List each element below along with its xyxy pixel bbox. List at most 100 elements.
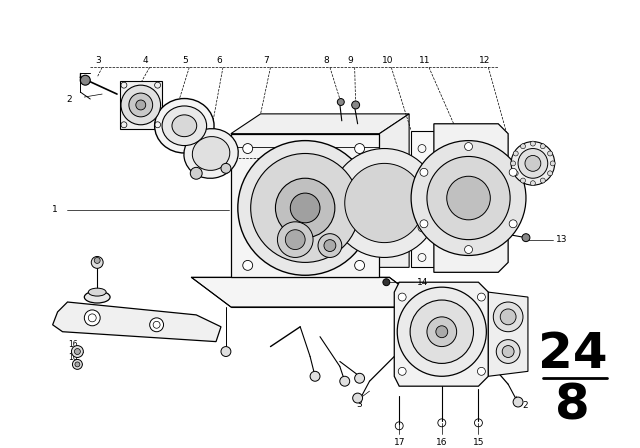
Text: 1: 1 [52, 206, 58, 215]
Polygon shape [52, 302, 221, 342]
Circle shape [513, 397, 523, 407]
Circle shape [277, 222, 313, 258]
Circle shape [477, 367, 485, 375]
Circle shape [398, 367, 406, 375]
Text: 3: 3 [95, 56, 101, 65]
Polygon shape [120, 81, 161, 129]
Circle shape [509, 168, 517, 176]
Circle shape [410, 300, 474, 363]
Text: 11: 11 [419, 56, 431, 65]
Circle shape [353, 393, 363, 403]
Circle shape [92, 256, 103, 268]
Circle shape [84, 310, 100, 326]
Circle shape [94, 258, 100, 263]
Circle shape [355, 143, 365, 154]
Circle shape [221, 347, 231, 357]
Circle shape [291, 193, 320, 223]
Text: 13: 13 [556, 235, 567, 244]
Ellipse shape [184, 129, 238, 178]
Ellipse shape [88, 288, 106, 296]
Circle shape [221, 164, 231, 173]
Text: 2: 2 [67, 95, 72, 103]
Circle shape [518, 149, 548, 178]
Circle shape [513, 171, 518, 176]
Text: 5: 5 [182, 56, 188, 65]
Circle shape [427, 317, 457, 347]
Circle shape [243, 143, 253, 154]
Ellipse shape [172, 115, 196, 137]
Polygon shape [231, 134, 380, 277]
Circle shape [75, 362, 80, 367]
Polygon shape [231, 114, 409, 134]
Ellipse shape [162, 106, 207, 146]
Text: 3: 3 [356, 400, 362, 409]
Circle shape [420, 220, 428, 228]
Circle shape [550, 161, 555, 166]
Circle shape [238, 141, 372, 275]
Circle shape [540, 178, 545, 183]
Circle shape [477, 293, 485, 301]
Circle shape [251, 154, 360, 263]
Text: 7: 7 [264, 56, 269, 65]
Circle shape [275, 178, 335, 237]
Circle shape [355, 260, 365, 270]
Circle shape [511, 161, 516, 166]
Text: 8: 8 [555, 382, 590, 430]
Polygon shape [411, 131, 434, 267]
Circle shape [81, 75, 90, 85]
Circle shape [324, 240, 336, 251]
Circle shape [496, 340, 520, 363]
Ellipse shape [192, 137, 230, 170]
Circle shape [465, 246, 472, 254]
Circle shape [355, 373, 365, 383]
Circle shape [447, 176, 490, 220]
Polygon shape [434, 124, 508, 272]
Circle shape [500, 309, 516, 325]
Text: 14: 14 [417, 278, 428, 287]
Circle shape [548, 151, 552, 156]
Circle shape [398, 293, 406, 301]
Circle shape [540, 144, 545, 149]
Text: 24: 24 [538, 331, 607, 379]
Circle shape [531, 141, 536, 146]
Circle shape [136, 100, 146, 110]
Circle shape [436, 326, 448, 338]
Circle shape [531, 181, 536, 185]
Circle shape [397, 287, 486, 376]
Circle shape [522, 234, 530, 241]
Text: 16: 16 [436, 438, 447, 447]
Circle shape [190, 168, 202, 179]
Circle shape [121, 85, 161, 125]
Circle shape [525, 155, 541, 171]
Text: 2: 2 [522, 401, 527, 410]
Circle shape [310, 371, 320, 381]
Circle shape [345, 164, 424, 243]
Circle shape [520, 144, 525, 149]
Circle shape [493, 302, 523, 332]
Circle shape [243, 260, 253, 270]
Text: 17: 17 [394, 438, 405, 447]
Circle shape [352, 101, 360, 109]
Text: 12: 12 [479, 56, 490, 65]
Circle shape [330, 149, 439, 258]
Ellipse shape [84, 291, 110, 303]
Circle shape [511, 142, 555, 185]
Ellipse shape [155, 99, 214, 153]
Circle shape [520, 178, 525, 183]
Circle shape [427, 156, 510, 240]
Circle shape [150, 318, 164, 332]
Circle shape [465, 142, 472, 151]
Circle shape [509, 220, 517, 228]
Circle shape [318, 234, 342, 258]
Circle shape [72, 345, 83, 358]
Circle shape [502, 345, 514, 358]
Circle shape [285, 230, 305, 250]
Circle shape [340, 376, 349, 386]
Text: 9: 9 [348, 56, 353, 65]
Polygon shape [394, 282, 488, 386]
Polygon shape [488, 292, 528, 376]
Polygon shape [380, 114, 409, 267]
Circle shape [74, 349, 81, 354]
Text: 16: 16 [68, 340, 77, 349]
Circle shape [383, 279, 390, 286]
